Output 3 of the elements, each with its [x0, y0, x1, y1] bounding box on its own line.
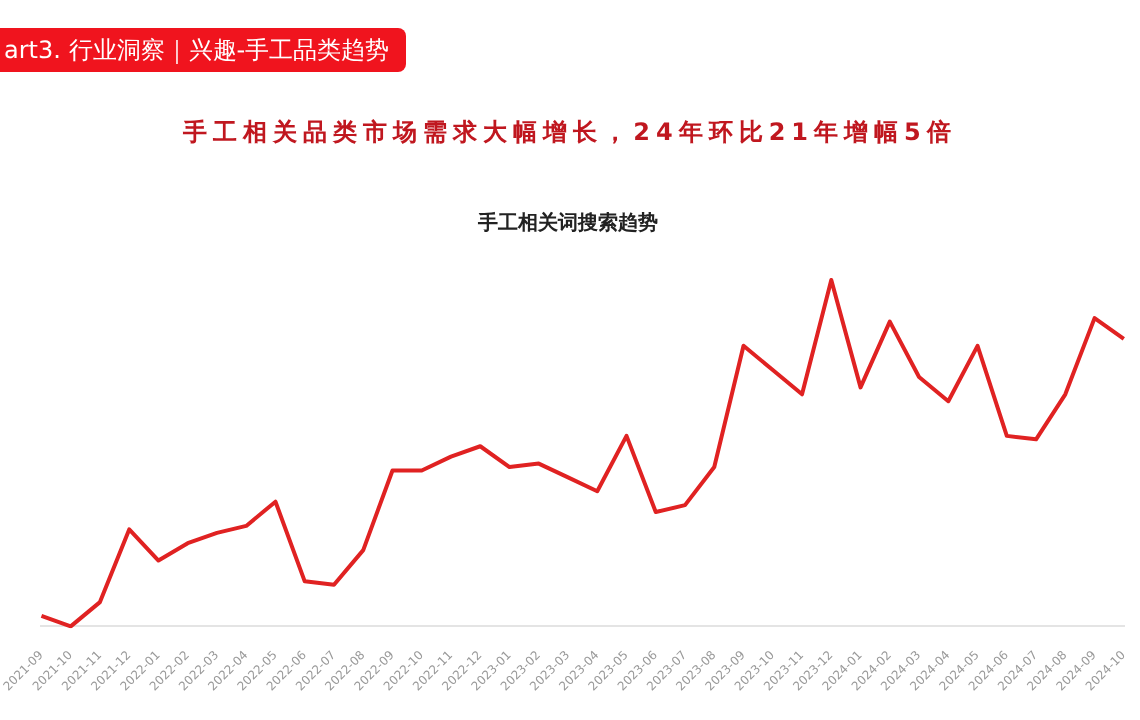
chart-subtitle: 手工相关品类市场需求大幅增长，24年环比21年增幅5倍	[181, 116, 959, 150]
text: art3. 行业洞察｜兴趣-手工品类趋势	[0, 28, 406, 72]
chart-title: 手工相关词搜索趋势	[476, 211, 658, 236]
